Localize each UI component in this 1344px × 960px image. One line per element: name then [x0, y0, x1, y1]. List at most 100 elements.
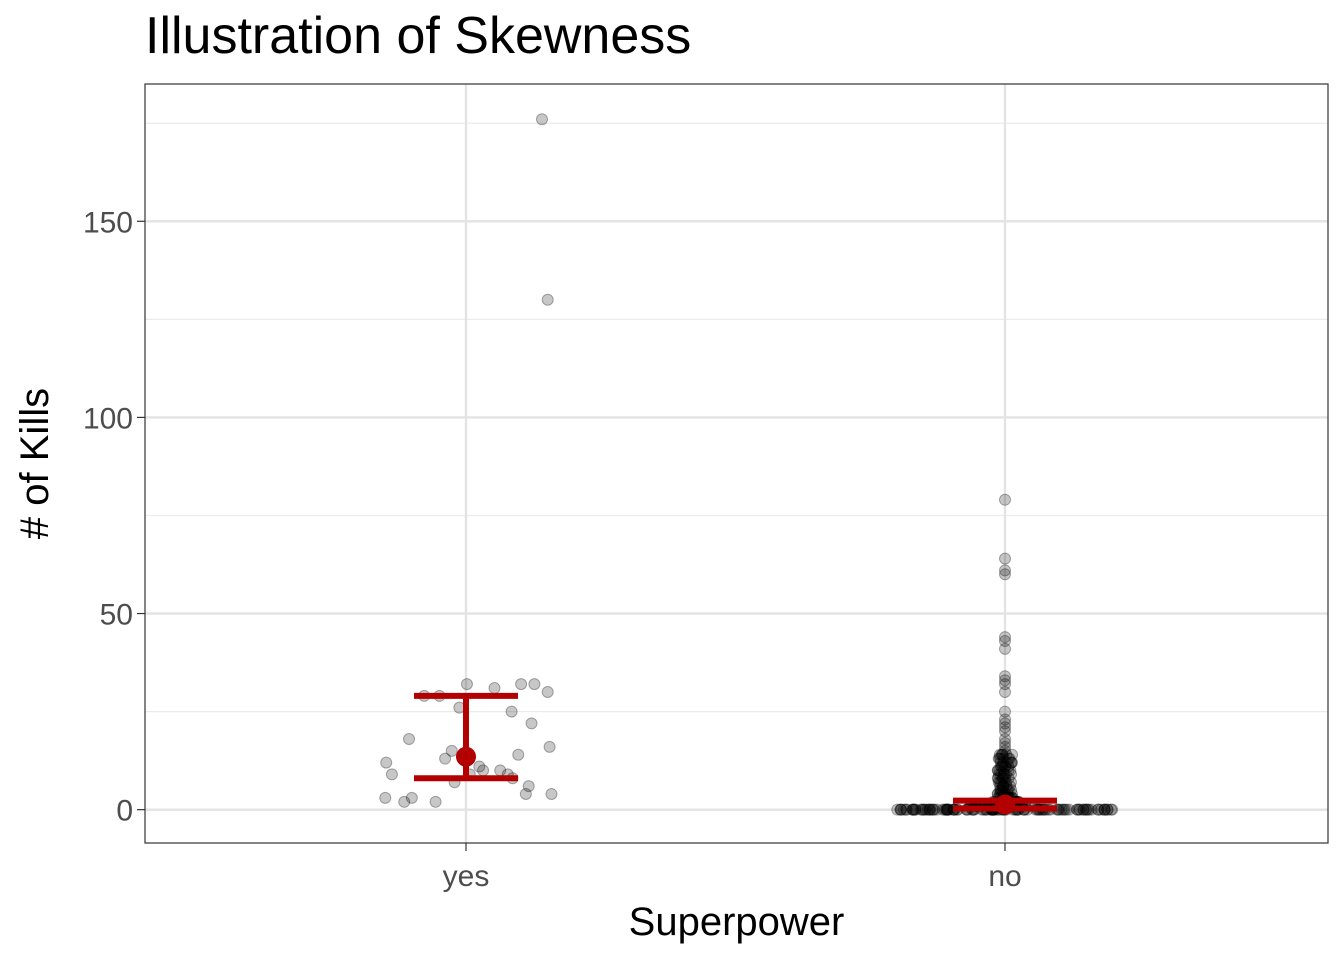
- data-point: [909, 803, 922, 816]
- data-point: [512, 748, 525, 761]
- data-point: [1079, 803, 1092, 816]
- data-point: [999, 678, 1011, 691]
- data-point: [1004, 764, 1017, 777]
- data-point: [997, 780, 1010, 793]
- data-point: [1005, 756, 1018, 769]
- data-point: [1101, 803, 1114, 816]
- data-point: [939, 803, 952, 816]
- data-point: [999, 568, 1011, 581]
- data-point: [522, 780, 535, 793]
- data-point: [926, 803, 939, 816]
- data-point: [999, 717, 1011, 730]
- data-points: [379, 113, 1119, 816]
- data-point: [919, 803, 932, 816]
- data-point: [1005, 768, 1018, 781]
- data-point: [997, 780, 1010, 793]
- data-point: [991, 772, 1004, 785]
- data-point: [897, 803, 910, 816]
- data-point: [439, 752, 452, 765]
- data-point: [995, 748, 1008, 761]
- data-point: [993, 752, 1006, 765]
- data-point: [923, 803, 936, 816]
- data-point: [1060, 803, 1073, 816]
- data-point: [996, 772, 1009, 785]
- data-point: [907, 803, 920, 816]
- mean-point: [995, 794, 1015, 815]
- data-point: [998, 760, 1011, 773]
- data-point: [992, 772, 1005, 785]
- data-point: [895, 803, 908, 816]
- data-point: [940, 803, 953, 816]
- data-point: [894, 803, 907, 816]
- data-point: [941, 803, 954, 816]
- data-point: [1063, 803, 1076, 816]
- data-point: [999, 768, 1012, 781]
- data-point: [999, 772, 1012, 785]
- data-point: [999, 721, 1011, 734]
- data-point: [999, 733, 1011, 746]
- data-point: [931, 803, 944, 816]
- data-point: [1002, 772, 1015, 785]
- data-point: [1098, 803, 1111, 816]
- data-point: [941, 803, 954, 816]
- data-point: [1092, 803, 1105, 816]
- data-point: [1004, 780, 1017, 793]
- data-point: [998, 776, 1011, 789]
- data-point: [1071, 803, 1084, 816]
- data-point: [999, 564, 1011, 577]
- data-point: [936, 803, 949, 816]
- data-point: [895, 803, 908, 816]
- data-point: [445, 744, 458, 757]
- data-point: [994, 784, 1007, 797]
- data-point: [999, 705, 1011, 718]
- data-point: [1005, 784, 1018, 797]
- data-point: [926, 803, 939, 816]
- data-point: [1002, 760, 1015, 773]
- data-point: [380, 756, 393, 769]
- data-point: [995, 776, 1008, 789]
- data-point: [991, 764, 1004, 777]
- data-point: [525, 717, 538, 730]
- data-point: [1000, 756, 1013, 769]
- data-point: [1004, 776, 1017, 789]
- data-point: [996, 748, 1009, 761]
- data-point: [998, 768, 1011, 781]
- data-point: [1082, 803, 1095, 816]
- data-point: [1005, 756, 1018, 769]
- data-point: [928, 803, 941, 816]
- axes: 0 50 100 150 yes no: [83, 206, 1022, 893]
- data-point: [917, 803, 930, 816]
- data-point: [996, 780, 1009, 793]
- data-point: [999, 634, 1011, 647]
- data-point: [429, 795, 442, 808]
- data-point: [906, 803, 919, 816]
- data-point: [999, 631, 1011, 644]
- data-point: [994, 752, 1007, 765]
- data-point: [999, 685, 1011, 698]
- data-point: [921, 803, 934, 816]
- data-point: [1006, 748, 1019, 761]
- data-point: [999, 736, 1011, 749]
- data-point: [992, 768, 1005, 781]
- data-point: [1000, 776, 1013, 789]
- data-point: [914, 803, 927, 816]
- data-point: [1002, 752, 1015, 765]
- data-point: [999, 740, 1011, 753]
- data-point: [1000, 780, 1013, 793]
- data-point: [1092, 803, 1105, 816]
- data-point: [997, 756, 1010, 769]
- data-point: [999, 642, 1011, 655]
- data-point: [999, 552, 1011, 565]
- data-point: [1098, 803, 1111, 816]
- data-point: [991, 764, 1004, 777]
- data-point: [1106, 803, 1119, 816]
- panel-border: [144, 83, 1329, 844]
- y-tick-label: 50: [100, 599, 133, 632]
- data-point: [1101, 803, 1114, 816]
- data-point: [1081, 803, 1094, 816]
- data-point: [941, 803, 954, 816]
- x-tick-label: no: [988, 860, 1021, 893]
- data-point: [543, 740, 556, 753]
- data-point: [992, 776, 1005, 789]
- data-point: [1105, 803, 1118, 816]
